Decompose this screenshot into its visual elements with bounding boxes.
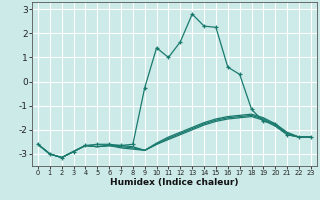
X-axis label: Humidex (Indice chaleur): Humidex (Indice chaleur) bbox=[110, 178, 239, 187]
